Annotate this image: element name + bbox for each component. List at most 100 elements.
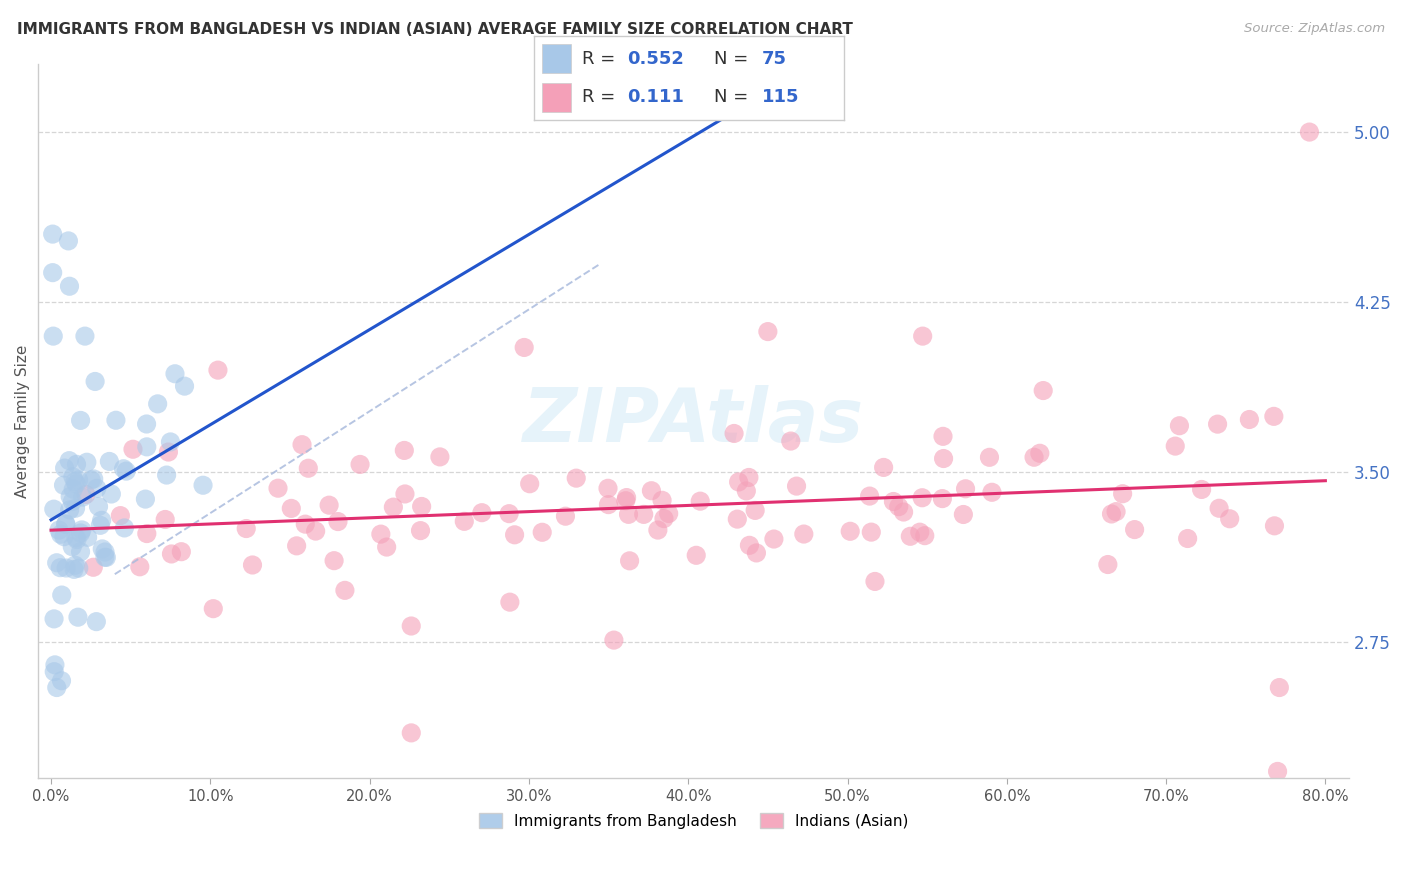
Point bbox=[82, 560, 104, 574]
Point bbox=[42, 329, 65, 343]
Point bbox=[863, 574, 886, 589]
Point bbox=[80, 473, 103, 487]
Point bbox=[267, 481, 290, 495]
Point bbox=[86, 481, 108, 495]
Point bbox=[1263, 518, 1285, 533]
Point bbox=[932, 451, 955, 466]
Point bbox=[173, 379, 195, 393]
Point bbox=[1219, 512, 1241, 526]
Point bbox=[394, 443, 416, 458]
Point bbox=[725, 512, 748, 526]
Point bbox=[1268, 681, 1291, 695]
Point bbox=[135, 526, 157, 541]
Point bbox=[66, 610, 89, 624]
Point bbox=[52, 478, 75, 492]
Point bbox=[122, 442, 145, 457]
FancyBboxPatch shape bbox=[541, 44, 571, 73]
Point bbox=[294, 517, 316, 532]
Point bbox=[955, 482, 977, 496]
Point bbox=[62, 482, 84, 496]
Point bbox=[519, 476, 541, 491]
Point bbox=[1111, 487, 1133, 501]
Point bbox=[756, 325, 779, 339]
Point bbox=[94, 545, 117, 559]
Point bbox=[1191, 483, 1213, 497]
Point bbox=[882, 494, 904, 508]
Point bbox=[60, 540, 83, 554]
Point bbox=[409, 524, 432, 538]
Point bbox=[55, 516, 77, 531]
Point bbox=[115, 464, 138, 478]
Text: 75: 75 bbox=[762, 50, 786, 68]
Point bbox=[503, 528, 526, 542]
Point bbox=[318, 498, 340, 512]
Point bbox=[207, 363, 229, 377]
Point bbox=[399, 619, 422, 633]
Point bbox=[727, 475, 749, 489]
Point bbox=[498, 507, 520, 521]
Point bbox=[979, 450, 1001, 465]
Point bbox=[793, 527, 815, 541]
Point bbox=[67, 561, 90, 575]
Text: N =: N = bbox=[714, 87, 754, 105]
Point bbox=[202, 601, 225, 615]
Point bbox=[75, 487, 97, 501]
Point bbox=[453, 514, 475, 528]
Point bbox=[42, 612, 65, 626]
Point bbox=[744, 503, 766, 517]
Point bbox=[860, 525, 883, 540]
Point bbox=[499, 595, 522, 609]
Point bbox=[1206, 417, 1229, 431]
Point bbox=[58, 234, 80, 248]
Point bbox=[1029, 446, 1052, 460]
Point bbox=[401, 726, 423, 740]
Point bbox=[128, 559, 150, 574]
Point bbox=[598, 498, 620, 512]
Point bbox=[1298, 125, 1320, 139]
Point bbox=[76, 530, 98, 544]
Point bbox=[738, 538, 761, 552]
Point bbox=[911, 329, 934, 343]
Point bbox=[100, 487, 122, 501]
Point bbox=[1263, 409, 1285, 424]
Point bbox=[91, 541, 114, 556]
Text: N =: N = bbox=[714, 50, 754, 68]
Point bbox=[911, 491, 934, 505]
Point bbox=[779, 434, 801, 448]
Point bbox=[63, 475, 86, 489]
Point bbox=[73, 329, 96, 343]
Point bbox=[66, 533, 89, 547]
Point bbox=[931, 491, 953, 506]
Point bbox=[554, 509, 576, 524]
Point bbox=[69, 545, 91, 559]
Point bbox=[48, 523, 70, 537]
Point bbox=[135, 417, 157, 431]
Point bbox=[305, 524, 328, 538]
Point bbox=[96, 550, 118, 565]
Point bbox=[84, 375, 107, 389]
Point bbox=[170, 544, 193, 558]
Point bbox=[932, 429, 955, 443]
Point bbox=[69, 413, 91, 427]
Point bbox=[159, 434, 181, 449]
Point bbox=[893, 505, 915, 519]
Point bbox=[72, 490, 94, 504]
Point bbox=[146, 397, 169, 411]
Point bbox=[65, 476, 87, 491]
Point bbox=[235, 522, 257, 536]
Point bbox=[952, 508, 974, 522]
Point bbox=[41, 266, 63, 280]
Point bbox=[160, 547, 183, 561]
Point bbox=[723, 426, 745, 441]
Point bbox=[689, 494, 711, 508]
Point bbox=[49, 527, 72, 541]
Point bbox=[1097, 558, 1119, 572]
Text: Source: ZipAtlas.com: Source: ZipAtlas.com bbox=[1244, 22, 1385, 36]
Point bbox=[59, 490, 82, 504]
Point bbox=[652, 511, 675, 525]
Text: IMMIGRANTS FROM BANGLADESH VS INDIAN (ASIAN) AVERAGE FAMILY SIZE CORRELATION CHA: IMMIGRANTS FROM BANGLADESH VS INDIAN (AS… bbox=[17, 22, 853, 37]
Point bbox=[1239, 412, 1261, 426]
Point bbox=[44, 657, 66, 672]
Point bbox=[914, 529, 936, 543]
Point bbox=[349, 458, 371, 472]
